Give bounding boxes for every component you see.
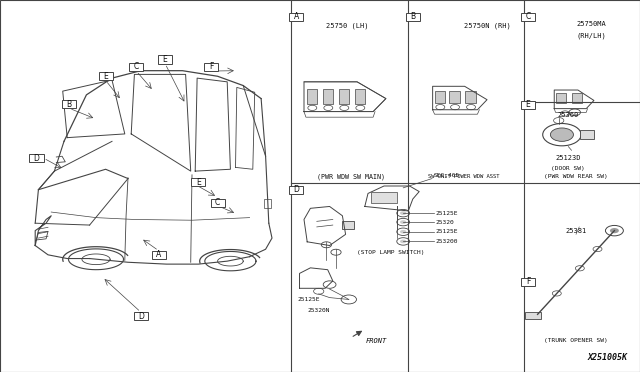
Bar	[465, 91, 476, 103]
Bar	[152, 251, 166, 259]
Text: (PWR WDW SW MAIN): (PWR WDW SW MAIN)	[317, 173, 385, 180]
Text: C: C	[215, 198, 220, 207]
Text: 25125E: 25125E	[435, 211, 458, 216]
Text: 25750 (LH): 25750 (LH)	[326, 23, 369, 29]
Bar	[307, 89, 317, 104]
Text: (PWR WDW REAR SW): (PWR WDW REAR SW)	[544, 174, 608, 179]
Bar	[521, 101, 535, 109]
Bar	[134, 312, 148, 320]
Text: 25320: 25320	[435, 219, 454, 225]
Circle shape	[400, 230, 406, 234]
Bar	[204, 63, 218, 71]
Text: (STOP LAMP SWITCH): (STOP LAMP SWITCH)	[356, 250, 424, 256]
Bar	[371, 192, 397, 203]
Text: A: A	[294, 12, 299, 21]
Bar	[556, 93, 566, 103]
Text: (TRUNK OPENER SW): (TRUNK OPENER SW)	[544, 338, 608, 343]
Text: X251005K: X251005K	[588, 353, 627, 362]
Text: 25750MA: 25750MA	[576, 21, 605, 27]
Bar	[521, 13, 535, 21]
Text: C: C	[525, 12, 531, 21]
Text: B: B	[67, 100, 72, 109]
Bar	[525, 312, 541, 319]
Text: B: B	[410, 12, 415, 21]
Text: 25125E: 25125E	[298, 297, 320, 302]
Text: E: E	[103, 72, 108, 81]
Bar	[580, 130, 594, 139]
Bar	[289, 186, 303, 194]
Circle shape	[610, 228, 619, 233]
Text: (RH/LH): (RH/LH)	[576, 32, 605, 39]
Text: SEC.465: SEC.465	[433, 173, 460, 178]
Text: SW UNIT POWER WDW ASST: SW UNIT POWER WDW ASST	[428, 174, 500, 179]
Bar	[264, 199, 271, 208]
Text: (DOOR SW): (DOOR SW)	[552, 166, 585, 171]
Text: F: F	[209, 62, 213, 71]
Bar	[29, 154, 44, 162]
Circle shape	[550, 128, 573, 141]
Bar	[521, 278, 535, 286]
Bar	[158, 55, 172, 64]
Text: 25381: 25381	[565, 228, 587, 234]
Text: 25123D: 25123D	[556, 155, 581, 161]
Text: 25320N: 25320N	[307, 308, 330, 313]
Text: D: D	[293, 185, 300, 194]
Text: D: D	[138, 312, 144, 321]
Bar	[406, 13, 420, 21]
Bar	[435, 91, 445, 103]
Text: F: F	[526, 278, 530, 286]
Bar	[129, 63, 143, 71]
Bar	[191, 178, 205, 186]
Bar	[99, 72, 113, 80]
Text: 25125E: 25125E	[435, 229, 458, 234]
Circle shape	[400, 211, 406, 215]
Text: 25360: 25360	[557, 112, 579, 118]
Circle shape	[400, 220, 406, 224]
Bar	[323, 89, 333, 104]
Circle shape	[400, 240, 406, 243]
Bar	[289, 13, 303, 21]
Text: E: E	[525, 100, 531, 109]
Text: D: D	[33, 154, 40, 163]
Bar	[355, 89, 365, 104]
Text: FRONT: FRONT	[366, 338, 387, 344]
Text: E: E	[196, 178, 201, 187]
Text: A: A	[156, 250, 161, 259]
Text: C: C	[134, 62, 139, 71]
Bar	[62, 100, 76, 108]
Bar	[342, 221, 354, 229]
Bar	[449, 91, 460, 103]
Text: 25750N (RH): 25750N (RH)	[464, 23, 511, 29]
Text: E: E	[163, 55, 168, 64]
Bar	[211, 199, 225, 207]
Bar	[572, 93, 582, 103]
Text: 253200: 253200	[435, 239, 458, 244]
Bar	[339, 89, 349, 104]
